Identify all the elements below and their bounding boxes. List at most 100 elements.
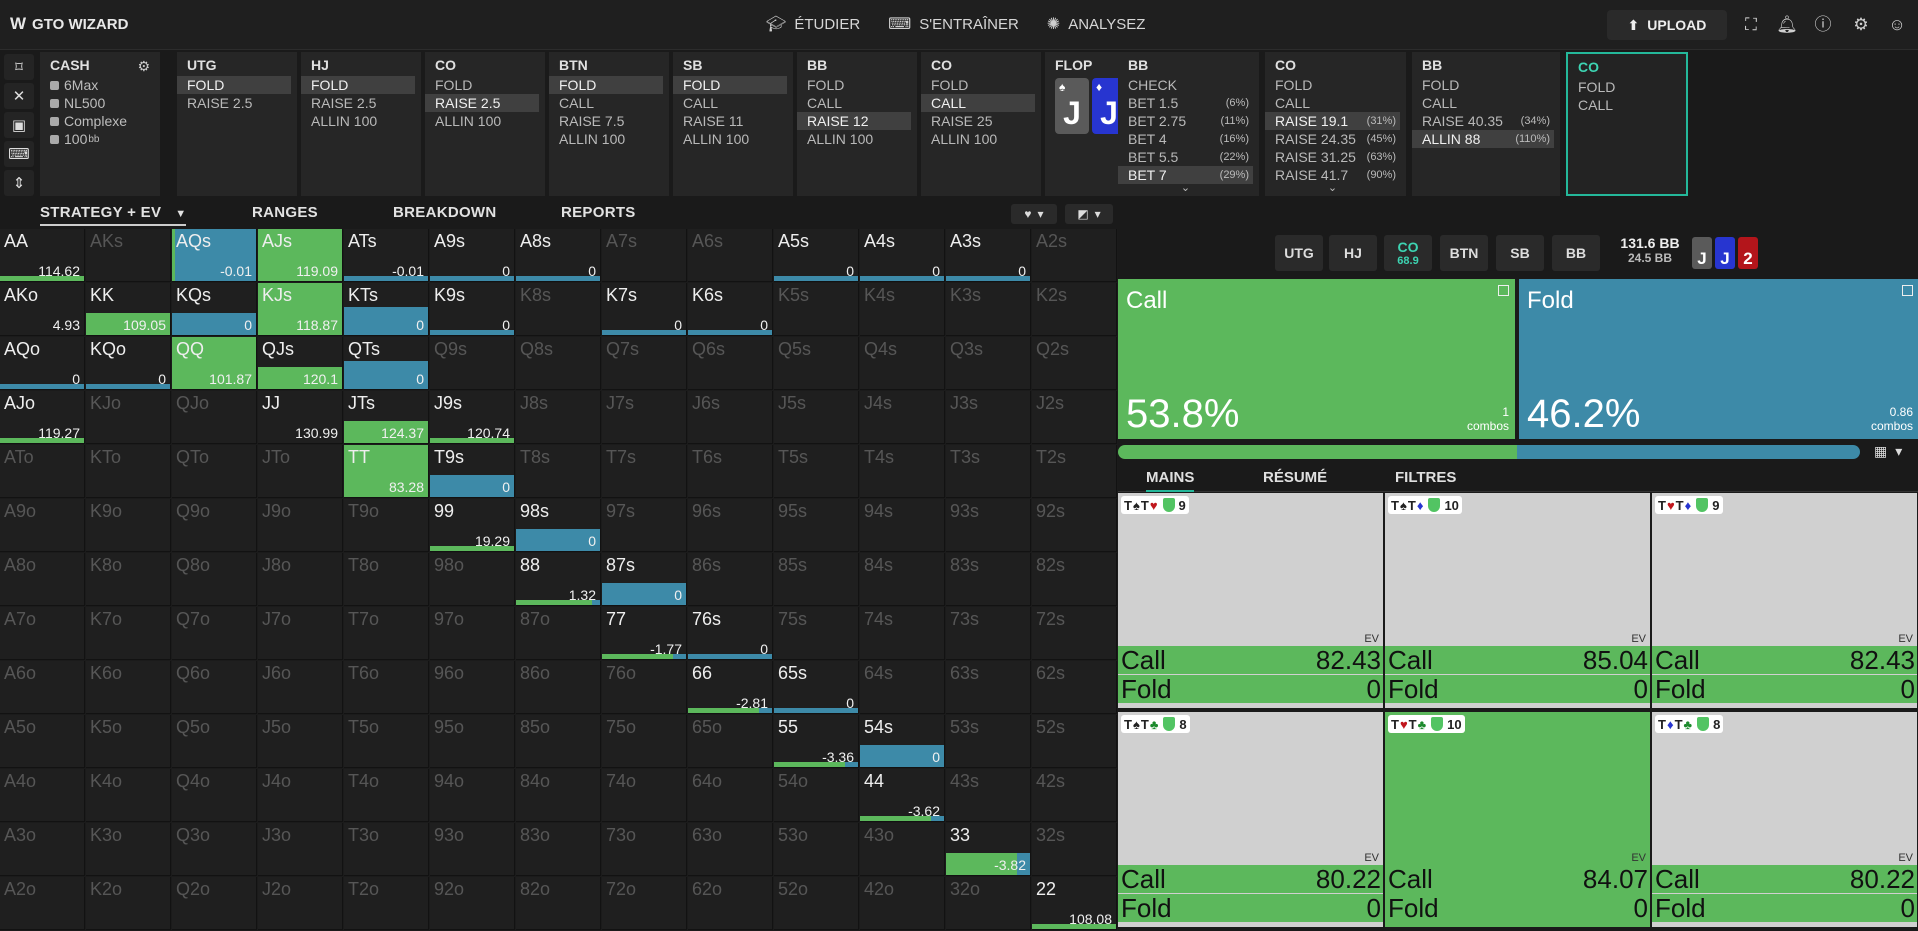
hand-cell-JTo[interactable]: JTo bbox=[258, 445, 343, 498]
hand-cell-J9s[interactable]: J9s 120.74 bbox=[430, 391, 515, 444]
hand-cell-33[interactable]: 33 -3.82 bbox=[946, 823, 1031, 876]
action-option[interactable]: CALL bbox=[1265, 94, 1400, 112]
hand-cell-Q8s[interactable]: Q8s bbox=[516, 337, 601, 390]
position-button-sb[interactable]: SB bbox=[1496, 235, 1544, 271]
hand-cell-73s[interactable]: 73s bbox=[946, 607, 1031, 660]
hand-cell-JJ[interactable]: JJ 130.99 bbox=[258, 391, 343, 444]
tab-mains[interactable]: MAINS bbox=[1146, 469, 1195, 492]
hand-cell-92o[interactable]: 92o bbox=[430, 877, 515, 930]
hand-cell-T8s[interactable]: T8s bbox=[516, 445, 601, 498]
hand-cell-85o[interactable]: 85o bbox=[516, 715, 601, 768]
hand-cell-K3o[interactable]: K3o bbox=[86, 823, 171, 876]
action-option[interactable]: CALL bbox=[683, 95, 719, 111]
hand-cell-97s[interactable]: 97s bbox=[602, 499, 687, 552]
hand-cell-A9o[interactable]: A9o bbox=[0, 499, 85, 552]
hand-cell-AKs[interactable]: AKs bbox=[86, 229, 171, 282]
hand-cell-65s[interactable]: 65s 0 bbox=[774, 661, 859, 714]
hand-cell-73o[interactable]: 73o bbox=[602, 823, 687, 876]
hand-cell-J2o[interactable]: J2o bbox=[258, 877, 343, 930]
position-button-btn[interactable]: BTN bbox=[1440, 235, 1488, 271]
action-option[interactable]: FOLD bbox=[931, 77, 969, 93]
action-option[interactable]: RAISE 11 bbox=[683, 113, 744, 129]
hand-cell-K7o[interactable]: K7o bbox=[86, 607, 171, 660]
grid-view-dropdown[interactable]: ▦ ▾ bbox=[1874, 443, 1902, 460]
action-option[interactable]: CALL bbox=[807, 95, 843, 111]
hand-cell-J5o[interactable]: J5o bbox=[258, 715, 343, 768]
action-option[interactable]: FOLD bbox=[177, 76, 291, 94]
hand-cell-J6s[interactable]: J6s bbox=[688, 391, 773, 444]
expand-icon[interactable] bbox=[1902, 285, 1913, 296]
action-option[interactable]: FOLD bbox=[807, 77, 845, 93]
settings-gear-icon[interactable]: ⚙ bbox=[137, 58, 150, 74]
expand-icon[interactable] bbox=[1498, 285, 1509, 296]
bell-icon[interactable]: 🔔︎ bbox=[1776, 15, 1798, 34]
hand-cell-Q6s[interactable]: Q6s bbox=[688, 337, 773, 390]
hand-cell-52o[interactable]: 52o bbox=[774, 877, 859, 930]
hand-cell-AKo[interactable]: AKo 4.93 bbox=[0, 283, 85, 336]
action-option[interactable]: CHECK bbox=[1118, 76, 1253, 94]
hand-cell-44[interactable]: 44 -3.62 bbox=[860, 769, 945, 822]
action-option[interactable]: FOLD bbox=[1265, 76, 1400, 94]
hand-cell-J4o[interactable]: J4o bbox=[258, 769, 343, 822]
hand-cell-K5s[interactable]: K5s bbox=[774, 283, 859, 336]
hand-cell-KJs[interactable]: KJs 118.87 bbox=[258, 283, 343, 336]
hand-cell-87o[interactable]: 87o bbox=[516, 607, 601, 660]
hand-cell-A7s[interactable]: A7s bbox=[602, 229, 687, 282]
hand-cell-A8o[interactable]: A8o bbox=[0, 553, 85, 606]
hand-cell-72o[interactable]: 72o bbox=[602, 877, 687, 930]
tab-filtres[interactable]: FILTRES bbox=[1395, 469, 1457, 486]
hand-cell-J9o[interactable]: J9o bbox=[258, 499, 343, 552]
save-icon[interactable]: ▣ bbox=[4, 112, 34, 138]
hand-cell-Q3o[interactable]: Q3o bbox=[172, 823, 257, 876]
hand-cell-92s[interactable]: 92s bbox=[1032, 499, 1117, 552]
hand-cell-KQo[interactable]: KQo 0 bbox=[86, 337, 171, 390]
hand-cell-84s[interactable]: 84s bbox=[860, 553, 945, 606]
chevron-down-icon[interactable]: ⌄ bbox=[1327, 182, 1338, 194]
action-option[interactable]: RAISE 24.35 (45%) bbox=[1265, 130, 1400, 148]
hand-cell-K9o[interactable]: K9o bbox=[86, 499, 171, 552]
hand-cell-96s[interactable]: 96s bbox=[688, 499, 773, 552]
hand-cell-22[interactable]: 22 108.08 bbox=[1032, 877, 1117, 930]
hand-cell-T6o[interactable]: T6o bbox=[344, 661, 429, 714]
hand-cell-62s[interactable]: 62s bbox=[1032, 661, 1117, 714]
hand-cell-AQs[interactable]: AQs -0.01 bbox=[172, 229, 257, 282]
hand-cell-74o[interactable]: 74o bbox=[602, 769, 687, 822]
hand-cell-A3s[interactable]: A3s 0 bbox=[946, 229, 1031, 282]
hand-cell-94o[interactable]: 94o bbox=[430, 769, 515, 822]
hand-cell-K7s[interactable]: K7s 0 bbox=[602, 283, 687, 336]
hand-cell-99[interactable]: 99 19.29 bbox=[430, 499, 515, 552]
hand-cell-32o[interactable]: 32o bbox=[946, 877, 1031, 930]
action-option[interactable]: BET 4 (16%) bbox=[1118, 130, 1253, 148]
action-option[interactable]: RAISE 40.35 (34%) bbox=[1412, 112, 1554, 130]
hand-cell-Q4s[interactable]: Q4s bbox=[860, 337, 945, 390]
hand-cell-A5s[interactable]: A5s 0 bbox=[774, 229, 859, 282]
hand-cell-KJo[interactable]: KJo bbox=[86, 391, 171, 444]
hand-cell-J3s[interactable]: J3s bbox=[946, 391, 1031, 444]
hand-cell-A6o[interactable]: A6o bbox=[0, 661, 85, 714]
hand-cell-98o[interactable]: 98o bbox=[430, 553, 515, 606]
hand-cell-Q9s[interactable]: Q9s bbox=[430, 337, 515, 390]
hand-cell-KTs[interactable]: KTs 0 bbox=[344, 283, 429, 336]
hand-cell-Q3s[interactable]: Q3s bbox=[946, 337, 1031, 390]
hand-cell-66[interactable]: 66 -2.81 bbox=[688, 661, 773, 714]
action-option[interactable]: BET 5.5 (22%) bbox=[1118, 148, 1253, 166]
chevron-down-icon[interactable]: ⌄ bbox=[1180, 182, 1191, 194]
action-option[interactable]: CALL bbox=[1568, 96, 1680, 114]
hand-cell-KTo[interactable]: KTo bbox=[86, 445, 171, 498]
hand-cell-83o[interactable]: 83o bbox=[516, 823, 601, 876]
gear-icon[interactable]: ⚙ bbox=[1853, 15, 1869, 34]
action-option[interactable]: RAISE 31.25 (63%) bbox=[1265, 148, 1400, 166]
hand-cell-95s[interactable]: 95s bbox=[774, 499, 859, 552]
hand-cell-87s[interactable]: 87s 0 bbox=[602, 553, 687, 606]
hand-cell-55[interactable]: 55 -3.36 bbox=[774, 715, 859, 768]
hand-cell-Q7s[interactable]: Q7s bbox=[602, 337, 687, 390]
action-option[interactable]: ALLIN 100 bbox=[559, 131, 626, 147]
view-dropdown[interactable]: ◩ ▾ bbox=[1065, 204, 1113, 224]
hand-cell-76s[interactable]: 76s 0 bbox=[688, 607, 773, 660]
hand-cell-64o[interactable]: 64o bbox=[688, 769, 773, 822]
hand-cell-AA[interactable]: AA 114.62 bbox=[0, 229, 85, 282]
action-option[interactable]: BET 1.5 (6%) bbox=[1118, 94, 1253, 112]
action-option[interactable]: RAISE 25 bbox=[931, 113, 993, 129]
combo-card[interactable]: T ♦ T ♣ 8 EV Call 80.22 Fold 0 bbox=[1652, 712, 1918, 928]
combo-card[interactable]: T ♠ T ♥ 9 EV Call 82.43 Fold 0 bbox=[1118, 493, 1384, 709]
